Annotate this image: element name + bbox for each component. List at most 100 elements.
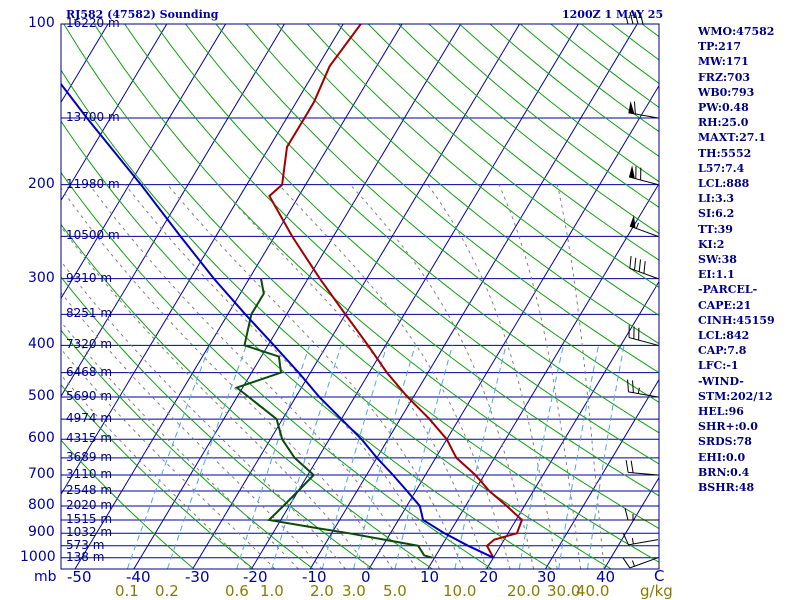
dry-adiabat <box>215 24 659 403</box>
mixing-ratio-tick-label: 30.0 <box>547 582 581 600</box>
wind-barb-flag <box>639 11 644 25</box>
index-entry: CINH:45159 <box>698 313 775 327</box>
isotherm-line <box>74 24 403 569</box>
wind-barb-pennant <box>628 100 635 114</box>
height-label: 3689 m <box>66 450 113 464</box>
mixing-ratio-line <box>454 345 507 569</box>
index-entry: WB0:793 <box>698 85 755 99</box>
mixing-ratio-line <box>353 345 416 569</box>
parcel-line <box>61 82 494 559</box>
moist-adiabat <box>89 184 417 569</box>
mixing-ratio-tick-label: 10.0 <box>443 582 477 600</box>
mixing-ratio-line <box>518 345 564 569</box>
wind-barb <box>624 507 658 521</box>
moist-adiabat <box>61 260 346 569</box>
height-label: 7320 m <box>66 337 113 351</box>
wind-barb-flag <box>634 257 637 271</box>
moist-adiabat <box>217 184 488 569</box>
mixing-ratio-tick-label: 3.0 <box>342 582 366 600</box>
wind-barb-flag <box>633 101 636 115</box>
index-entry: FRZ:703 <box>698 70 751 84</box>
dry-adiabat <box>306 24 659 316</box>
pressure-tick-label: 700 <box>28 466 55 482</box>
height-label: 2548 m <box>66 483 113 497</box>
pressure-tick-label: 400 <box>28 336 55 352</box>
isotherm-line <box>61 24 227 300</box>
wind-barb-flag <box>629 256 632 269</box>
dry-adiabat <box>61 276 374 569</box>
wind-barb-flag <box>632 380 634 393</box>
wind-barb-staff <box>628 337 659 346</box>
temperature-line <box>268 24 524 559</box>
moist-adiabat <box>278 184 511 569</box>
temperature-tick-label: 30 <box>537 568 557 586</box>
height-label: 9310 m <box>66 271 113 285</box>
height-label: 573 m <box>66 538 105 552</box>
wind-barb <box>629 214 659 237</box>
height-label: 2020 m <box>66 498 113 512</box>
dry-adiabat <box>93 24 659 530</box>
mixing-ratio-tick-label: 40.0 <box>576 582 610 600</box>
wind-barb <box>628 325 659 346</box>
dry-adiabat <box>63 24 659 563</box>
height-label: 3110 m <box>66 467 113 481</box>
height-label: 1032 m <box>66 525 113 539</box>
moist-adiabat <box>61 320 299 569</box>
temperature-tick-label: -40 <box>126 568 151 586</box>
wind-barb-flag <box>625 460 629 473</box>
wind-barb-half-flag <box>631 537 634 545</box>
pressure-tick-label: 500 <box>28 388 55 404</box>
isotherm-line <box>133 24 462 569</box>
temperature-tick-label: 0 <box>361 568 371 586</box>
index-entry: TP:217 <box>698 40 742 54</box>
temperature-tick-label: -10 <box>302 568 327 586</box>
wind-barb-flag <box>622 533 629 546</box>
station-title: RJ582 (47582) Sounding <box>66 8 219 21</box>
index-entry: MAXT:27.1 <box>698 131 766 145</box>
dry-adiabat <box>61 171 493 569</box>
height-label: 138 m <box>66 550 105 564</box>
wind-barb-flag <box>624 507 629 521</box>
height-label: 11980 m <box>66 177 120 191</box>
index-entry: WMO:47582 <box>698 25 775 38</box>
pressure-unit-label: mb <box>34 569 57 585</box>
pressure-tick-label: 200 <box>28 176 55 192</box>
index-entry: SRDS:78 <box>698 435 752 449</box>
mixing-ratio-line <box>558 345 599 569</box>
isotherm-line <box>61 24 344 496</box>
height-label: 5690 m <box>66 389 113 403</box>
index-entry: LCL:888 <box>698 177 750 191</box>
mixing-ratio-tick-label: 0.1 <box>115 582 139 600</box>
dry-adiabat <box>124 24 659 497</box>
index-entry: BRN:0.4 <box>698 465 750 479</box>
wind-barb-flag <box>627 379 629 392</box>
isotherm-line <box>309 24 638 569</box>
temperature-tick-label: -30 <box>185 568 210 586</box>
index-entry: TT:39 <box>698 222 733 236</box>
wind-barb-staff <box>628 112 659 119</box>
wind-barb <box>625 460 659 476</box>
wind-barb-flag <box>630 460 634 473</box>
index-entry: LCL:842 <box>698 329 750 343</box>
wind-barb <box>628 100 659 119</box>
grid-lines <box>0 24 659 569</box>
mixing-ratio-tick-label: 20.0 <box>507 582 541 600</box>
dry-adiabat <box>61 329 314 569</box>
height-label: 6468 m <box>66 365 113 379</box>
index-entry: STM:202/12 <box>698 389 773 403</box>
wind-barb <box>622 533 659 546</box>
isotherm-line <box>0 24 49 569</box>
moist-adiabat <box>61 225 370 569</box>
height-label: 4974 m <box>66 411 113 425</box>
wind-barb-half-flag <box>635 222 639 229</box>
wind-barb <box>629 256 659 280</box>
pressure-tick-label: 300 <box>28 270 55 286</box>
mixing-ratio-tick-label: 1.0 <box>260 582 284 600</box>
index-entry: RH:25.0 <box>698 116 749 130</box>
index-entry: -WIND- <box>698 374 744 388</box>
temperature-tick-label: -20 <box>243 568 268 586</box>
index-entry: HEL:96 <box>698 405 744 419</box>
index-entry: EI:1.1 <box>698 268 735 282</box>
wind-barb-flag <box>622 557 631 569</box>
wind-barb-pennant <box>629 165 635 179</box>
